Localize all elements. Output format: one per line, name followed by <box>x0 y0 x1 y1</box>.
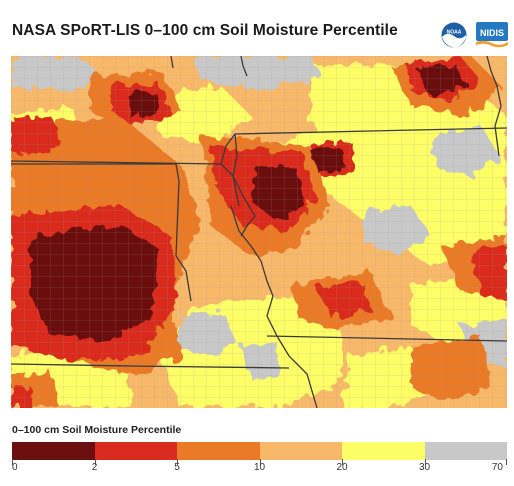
soil-moisture-map <box>11 56 507 408</box>
county-grid <box>11 56 507 408</box>
map-title: NASA SPoRT-LIS 0–100 cm Soil Moisture Pe… <box>12 22 398 39</box>
legend-tick <box>424 459 426 465</box>
state-borders <box>11 56 507 408</box>
legend-label-10: 10 <box>253 462 266 473</box>
legend-bin-0-2 <box>12 442 95 460</box>
legend-ticks <box>12 459 507 469</box>
legend-bin-20-30 <box>342 442 425 460</box>
legend-label-2: 2 <box>91 462 98 473</box>
legend-tick <box>259 459 261 465</box>
legend-color-bar <box>12 442 507 460</box>
nidis-logo-text: NIDIS <box>480 28 504 38</box>
legend-tick <box>12 459 13 465</box>
legend-label-30: 30 <box>418 462 431 473</box>
legend-bin-30-70 <box>424 442 507 460</box>
legend-bin-5-10 <box>177 442 260 460</box>
legend-bin-2-5 <box>94 442 177 460</box>
legend-tick <box>506 459 507 465</box>
legend-title: 0–100 cm Soil Moisture Percentile <box>12 424 182 436</box>
noaa-logo: NOAA <box>441 22 467 48</box>
legend-tick <box>177 459 178 465</box>
legend-tick <box>94 459 96 465</box>
legend-bin-10-20 <box>259 442 342 460</box>
legend-label-5: 5 <box>174 462 180 473</box>
legend-label-20: 20 <box>336 462 348 473</box>
nidis-logo: NIDIS <box>476 22 508 48</box>
legend-labels: 0 2 5 10 20 30 70 <box>0 462 514 476</box>
legend-label-0: 0 <box>12 462 18 473</box>
legend-label-70: 70 <box>491 462 503 473</box>
legend-tick <box>342 459 343 465</box>
noaa-logo-text: NOAA <box>447 30 462 36</box>
